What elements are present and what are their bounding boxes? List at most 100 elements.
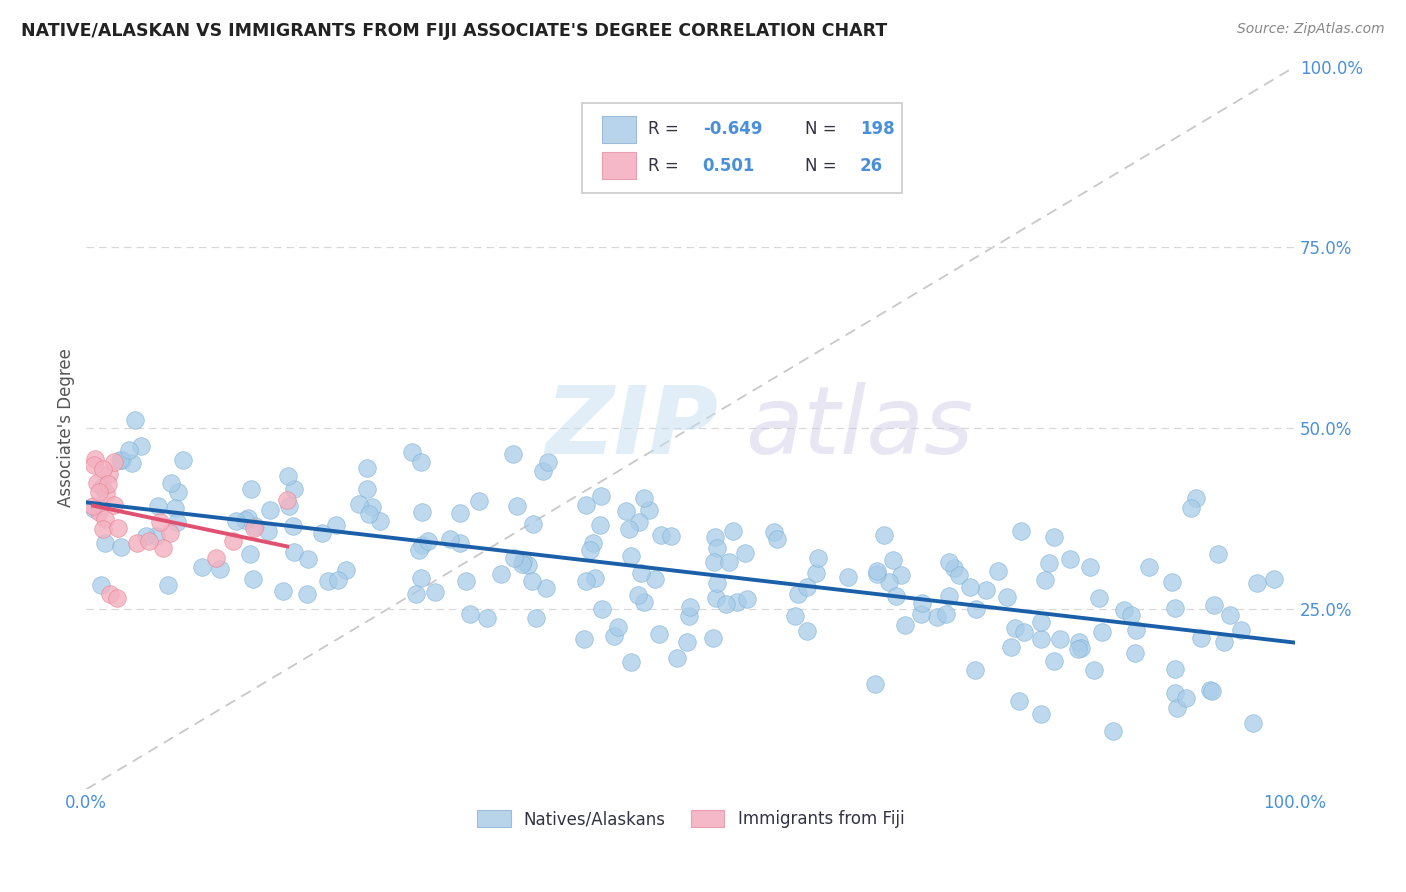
Legend: Natives/Alaskans, Immigrants from Fiji: Natives/Alaskans, Immigrants from Fiji (471, 804, 911, 835)
Point (1206, 547, 1229, 561)
Point (531, 464, 554, 478)
Point (1043, 654, 1066, 668)
Point (82, 500, 104, 514)
Point (807, 550, 830, 565)
Point (589, 489, 612, 503)
Point (603, 629, 626, 643)
Point (467, 494, 489, 508)
Point (706, 575, 728, 590)
Point (965, 602, 987, 616)
Point (416, 533, 439, 548)
Point (326, 574, 349, 588)
Point (1246, 576, 1268, 591)
Point (765, 532, 787, 546)
Point (239, 482, 262, 496)
Point (648, 627, 671, 641)
Point (575, 574, 598, 588)
Point (295, 587, 318, 601)
Point (837, 570, 859, 584)
Point (205, 551, 228, 566)
Point (256, 524, 278, 538)
Point (1137, 560, 1160, 574)
Point (644, 572, 666, 586)
Point (117, 443, 139, 458)
Point (110, 540, 132, 554)
Point (706, 541, 728, 555)
Point (93, 522, 115, 536)
Point (1091, 624, 1114, 639)
Point (1201, 684, 1223, 698)
Point (524, 611, 547, 625)
Point (1043, 530, 1066, 544)
Point (534, 581, 557, 595)
Point (579, 542, 602, 557)
Point (94, 536, 117, 550)
Point (135, 528, 157, 542)
Point (239, 547, 262, 561)
Point (163, 500, 186, 515)
Point (589, 517, 612, 532)
Point (537, 455, 560, 469)
Point (121, 456, 143, 470)
Point (361, 500, 384, 514)
Bar (602, 116, 637, 144)
Point (582, 536, 605, 550)
Point (1175, 691, 1198, 706)
Text: 0.501: 0.501 (703, 157, 755, 175)
Point (411, 455, 433, 469)
Point (522, 574, 544, 589)
Point (233, 513, 256, 527)
Point (1078, 559, 1101, 574)
Point (225, 514, 247, 528)
Point (963, 663, 986, 677)
Point (1000, 640, 1022, 654)
FancyBboxPatch shape (582, 103, 903, 193)
Point (1212, 635, 1234, 649)
Point (167, 484, 190, 499)
Point (1180, 501, 1202, 516)
Point (796, 624, 818, 638)
Point (278, 499, 301, 513)
Point (703, 530, 725, 544)
Point (866, 564, 889, 578)
Text: -0.649: -0.649 (703, 120, 762, 138)
Point (627, 515, 650, 529)
Point (959, 581, 981, 595)
Point (1029, 632, 1052, 646)
Point (948, 568, 970, 582)
Point (863, 677, 886, 691)
Text: R =: R = (648, 120, 685, 138)
Point (1184, 491, 1206, 506)
Point (620, 549, 643, 564)
Point (627, 588, 650, 602)
Point (108, 453, 131, 467)
Point (725, 595, 748, 609)
Point (238, 511, 260, 525)
Point (910, 607, 932, 621)
Point (208, 562, 231, 576)
Point (100, 587, 122, 601)
Point (678, 608, 700, 623)
Point (157, 577, 180, 591)
Point (129, 439, 152, 453)
Point (873, 528, 896, 542)
Point (148, 499, 170, 513)
Point (517, 558, 540, 573)
Point (356, 482, 378, 496)
Point (1164, 661, 1187, 675)
Point (1166, 700, 1188, 714)
Point (145, 529, 167, 543)
Point (735, 591, 758, 606)
Point (1202, 598, 1225, 612)
Point (283, 545, 305, 559)
Point (411, 505, 433, 519)
Point (152, 541, 174, 555)
Point (938, 555, 960, 569)
Point (1263, 572, 1285, 586)
Point (734, 546, 756, 560)
Point (325, 517, 347, 532)
Point (83, 458, 105, 472)
Point (723, 524, 745, 539)
Point (405, 587, 427, 601)
Text: Source: ZipAtlas.com: Source: ZipAtlas.com (1237, 22, 1385, 37)
